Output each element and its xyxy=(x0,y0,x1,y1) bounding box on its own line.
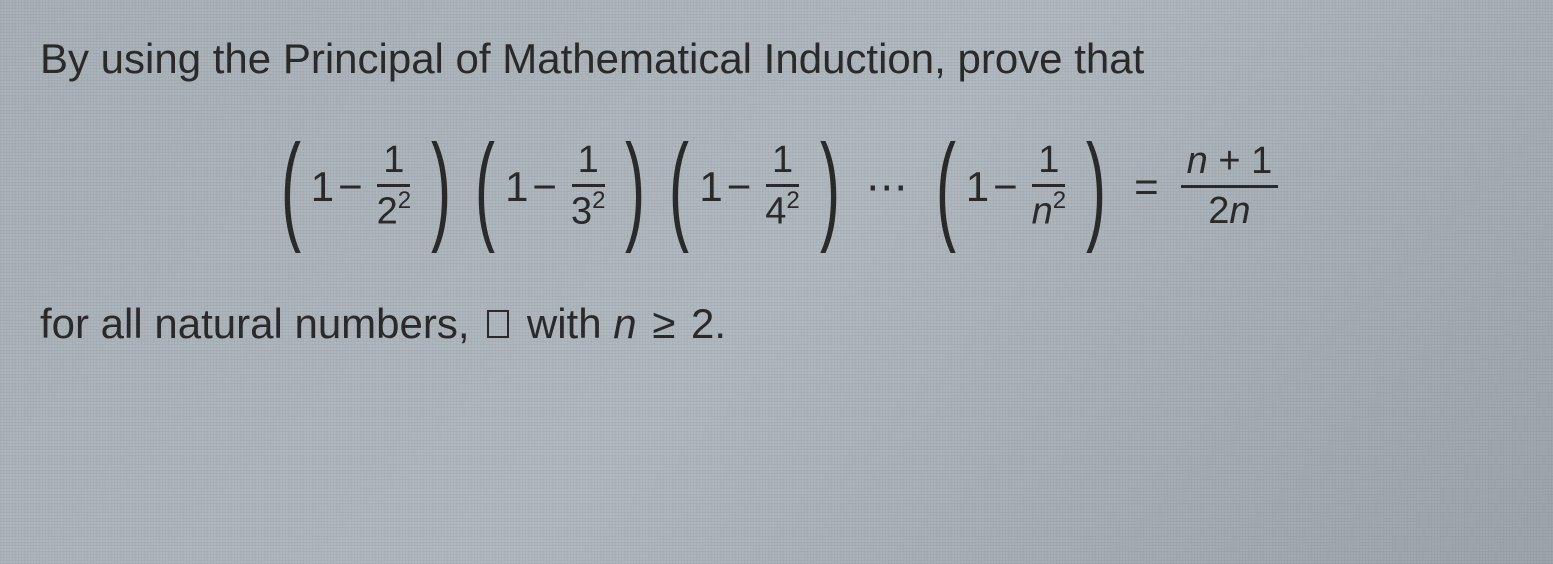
fraction: 1 42 xyxy=(759,139,806,234)
problem-statement: By using the Principal of Mathematical I… xyxy=(40,30,1513,354)
closing-period: . xyxy=(714,300,726,347)
ge-symbol: ≥ xyxy=(652,300,675,347)
fraction: 1 n2 xyxy=(1026,139,1073,234)
equals-sign: = xyxy=(1134,163,1159,211)
numerator: n + 1 xyxy=(1181,140,1279,188)
one: 1 xyxy=(699,163,722,211)
numerator: 1 xyxy=(766,139,799,187)
equation: ( 1 − 1 22 ) ( 1 − 1 32 ) xyxy=(40,139,1513,235)
one: 1 xyxy=(311,163,334,211)
intro-text: By using the Principal of Mathematical I… xyxy=(40,30,1513,89)
denominator: 22 xyxy=(371,187,418,234)
placeholder-box-icon xyxy=(487,310,509,338)
factor-3: ( 1 − 1 42 ) xyxy=(659,139,849,235)
denominator: 2n xyxy=(1202,188,1256,233)
one: 1 xyxy=(505,163,528,211)
factor-2: ( 1 − 1 32 ) xyxy=(465,139,655,235)
minus: − xyxy=(993,163,1018,211)
closing-with: with xyxy=(515,300,613,347)
right-paren: ) xyxy=(431,139,451,235)
right-paren: ) xyxy=(820,139,840,235)
rhs-fraction: n + 1 2n xyxy=(1181,140,1279,233)
minus: − xyxy=(532,163,557,211)
denominator: 32 xyxy=(565,187,612,234)
closing-prefix: for all natural numbers, xyxy=(40,300,481,347)
one: 1 xyxy=(966,163,989,211)
denominator: n2 xyxy=(1026,187,1073,234)
right-paren: ) xyxy=(625,139,645,235)
numerator: 1 xyxy=(572,139,605,187)
closing-val: 2 xyxy=(691,300,714,347)
minus: − xyxy=(727,163,752,211)
left-paren: ( xyxy=(936,139,956,235)
fraction: 1 22 xyxy=(371,139,418,234)
numerator: 1 xyxy=(1032,139,1065,187)
right-paren: ) xyxy=(1086,139,1106,235)
closing-var: n xyxy=(613,300,636,347)
ellipsis: ⋯ xyxy=(866,162,910,211)
minus: − xyxy=(338,163,363,211)
left-paren: ( xyxy=(475,139,495,235)
factor-1: ( 1 − 1 22 ) xyxy=(271,139,461,235)
factor-n: ( 1 − 1 n2 ) xyxy=(926,139,1116,235)
denominator: 42 xyxy=(759,187,806,234)
fraction: 1 32 xyxy=(565,139,612,234)
left-paren: ( xyxy=(669,139,689,235)
closing-text: for all natural numbers, with n ≥ 2. xyxy=(40,295,1513,354)
left-paren: ( xyxy=(281,139,301,235)
numerator: 1 xyxy=(377,139,410,187)
